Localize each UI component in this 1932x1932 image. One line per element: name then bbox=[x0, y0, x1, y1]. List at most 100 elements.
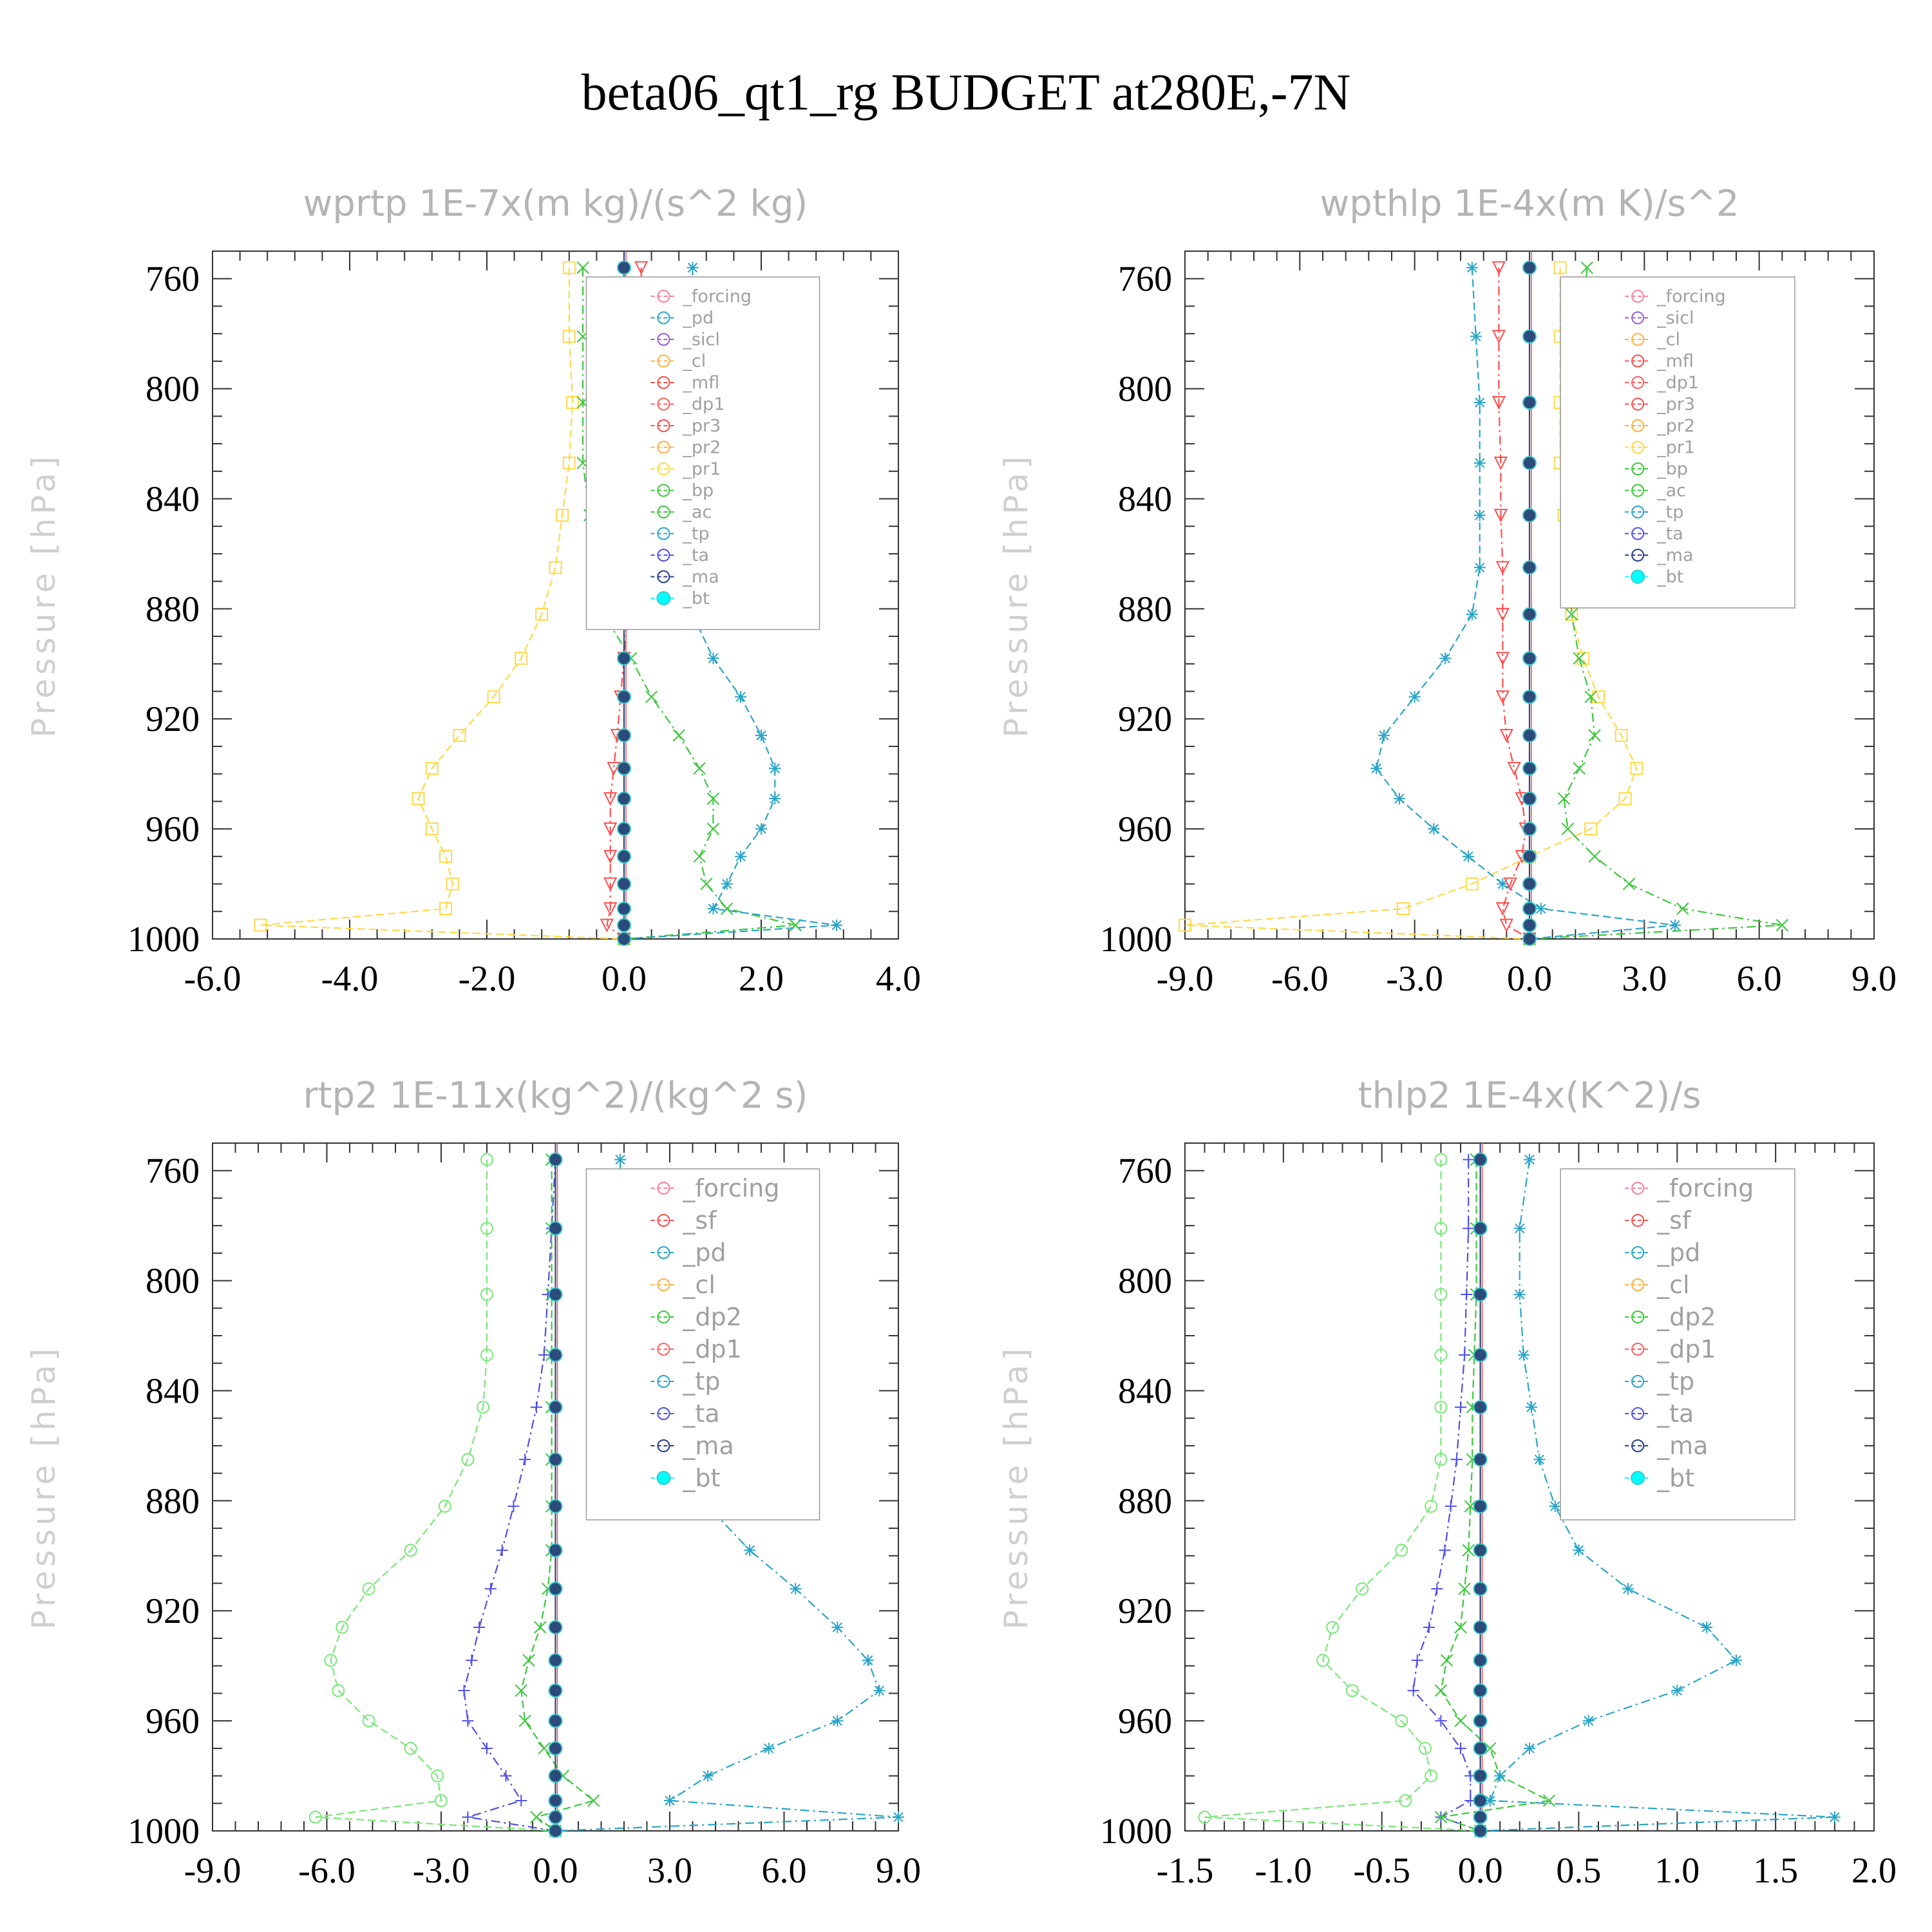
data-point bbox=[576, 261, 589, 274]
data-point bbox=[1495, 652, 1510, 666]
data-point bbox=[1439, 1544, 1451, 1557]
data-point bbox=[548, 1152, 563, 1167]
x-tick-label: -1.0 bbox=[1255, 1851, 1312, 1891]
legend-label: _cl bbox=[682, 352, 706, 372]
data-point bbox=[607, 762, 621, 776]
y-tick-label: 960 bbox=[146, 1701, 200, 1741]
data-point bbox=[1473, 1714, 1488, 1728]
legend: _forcing _sf _pd _cl _dp2 _dp1 _tp _ta _ma _bt bbox=[585, 1168, 820, 1520]
data-point bbox=[1522, 508, 1537, 523]
data-point bbox=[1524, 1742, 1535, 1754]
data-point bbox=[603, 877, 618, 891]
data-point bbox=[603, 849, 618, 864]
data-point bbox=[446, 877, 459, 891]
legend-label: _tp bbox=[682, 1367, 720, 1396]
x-tick-label: 3.0 bbox=[1622, 959, 1667, 999]
data-point bbox=[1493, 456, 1508, 471]
data-point bbox=[548, 1794, 563, 1808]
series-line bbox=[1480, 1159, 1835, 1832]
data-point bbox=[530, 1401, 542, 1414]
y-tick-label: 920 bbox=[146, 1591, 200, 1631]
legend-label: _pr2 bbox=[1656, 416, 1695, 436]
chart-panel-4: thlp2 1E-4x(K^2)/s 760 800 840 880 920 960 1000… bbox=[998, 1075, 1897, 1891]
legend: _forcing_sicl_cl_mfl_dp1_pr3_pr2_pr1_bp_… bbox=[1560, 276, 1795, 609]
series-line bbox=[520, 1159, 596, 1832]
legend-box bbox=[1560, 276, 1795, 609]
data-point bbox=[535, 607, 549, 621]
data-point bbox=[1522, 918, 1537, 933]
data-point bbox=[1522, 260, 1537, 275]
data-point bbox=[362, 1714, 375, 1728]
chart-panel-1: wprtp 1E-7x(m kg)/(s^2 kg) 760 800 840 880 92… bbox=[25, 183, 921, 999]
legend-marker bbox=[1631, 376, 1645, 389]
x-tick-label: 4.0 bbox=[876, 959, 921, 999]
data-point bbox=[700, 877, 713, 891]
series-line bbox=[315, 1159, 556, 1832]
legend-label: _mfl bbox=[1656, 352, 1694, 372]
y-tick-label: 1000 bbox=[128, 1812, 200, 1852]
series-line bbox=[1204, 1159, 1481, 1832]
data-point bbox=[461, 1453, 475, 1466]
legend-marker bbox=[1631, 1343, 1645, 1356]
data-point bbox=[1408, 691, 1421, 703]
data-point bbox=[755, 823, 767, 835]
data-point bbox=[1434, 1287, 1448, 1301]
data-point bbox=[617, 932, 631, 946]
legend-marker bbox=[657, 570, 670, 583]
legend-marker bbox=[1631, 569, 1645, 584]
legend-label: _sf bbox=[1656, 1206, 1692, 1235]
y-tick-label: 840 bbox=[1118, 1371, 1172, 1411]
series-ta bbox=[458, 1153, 562, 1837]
legend-label: _bp bbox=[682, 481, 714, 501]
legend-label: _pd bbox=[682, 1238, 726, 1267]
data-point bbox=[1434, 1453, 1448, 1466]
data-point bbox=[1588, 729, 1601, 742]
data-point bbox=[1565, 608, 1578, 621]
legend-marker bbox=[657, 484, 670, 497]
legend-marker bbox=[657, 506, 670, 518]
data-point bbox=[617, 728, 631, 743]
data-point bbox=[600, 918, 614, 933]
data-point bbox=[404, 1544, 417, 1557]
data-point bbox=[603, 822, 618, 837]
y-axis-title: Pressure [hPa] bbox=[998, 1345, 1035, 1630]
data-point bbox=[707, 652, 719, 665]
data-point bbox=[1494, 1770, 1506, 1782]
data-point bbox=[562, 456, 576, 469]
data-point bbox=[1425, 1769, 1438, 1783]
data-point bbox=[617, 902, 631, 916]
y-tick-label: 960 bbox=[1118, 810, 1172, 849]
chart-panel-3: rtp2 1E-11x(kg^2)/(kg^2 s) 760 800 840 880 92… bbox=[25, 1075, 921, 1891]
data-point bbox=[1473, 1499, 1488, 1513]
data-point bbox=[1522, 791, 1537, 806]
legend-marker bbox=[657, 290, 670, 303]
legend-marker bbox=[657, 462, 670, 475]
data-point bbox=[453, 728, 466, 742]
data-point bbox=[438, 1499, 451, 1513]
legend-label: _cl bbox=[1656, 330, 1680, 350]
legend-label: _ta bbox=[682, 1399, 719, 1428]
data-point bbox=[548, 1824, 563, 1838]
data-point bbox=[480, 1348, 493, 1361]
data-point bbox=[1473, 562, 1486, 574]
data-point bbox=[1473, 1582, 1488, 1596]
legend-label: _ma bbox=[682, 567, 719, 587]
data-point bbox=[1179, 918, 1191, 932]
y-tick-label: 800 bbox=[146, 370, 200, 410]
legend-label: _ta bbox=[1656, 1399, 1694, 1428]
y-tick-label: 760 bbox=[1118, 1151, 1172, 1191]
x-tick-label: -3.0 bbox=[1386, 959, 1443, 999]
series-tp bbox=[1474, 1153, 1841, 1837]
data-point bbox=[534, 1621, 547, 1634]
data-point bbox=[1584, 822, 1598, 836]
x-tick-label: -2.0 bbox=[459, 959, 516, 999]
data-point bbox=[1561, 822, 1575, 835]
data-point bbox=[1553, 261, 1567, 274]
x-tick-label: 6.0 bbox=[762, 1851, 807, 1891]
legend-marker bbox=[657, 1246, 670, 1259]
y-tick-label: 1000 bbox=[128, 920, 200, 960]
x-tick-label: 0.0 bbox=[1507, 959, 1552, 999]
data-point bbox=[1495, 561, 1510, 575]
x-tick-label: 2.0 bbox=[1852, 1851, 1897, 1891]
legend-label: _forcing bbox=[1656, 1174, 1754, 1202]
